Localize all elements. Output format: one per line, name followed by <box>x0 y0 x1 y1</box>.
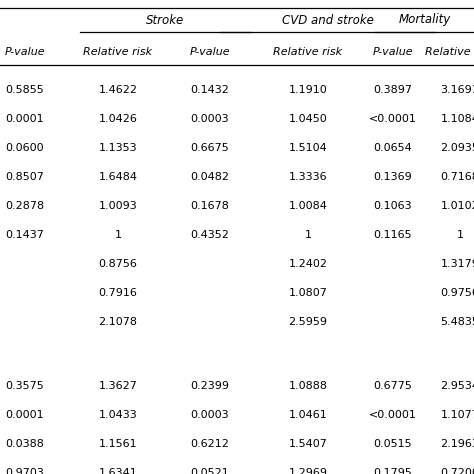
Text: 1.6484: 1.6484 <box>99 172 137 182</box>
Text: 1.5104: 1.5104 <box>289 143 328 153</box>
Text: 1.3179: 1.3179 <box>440 259 474 269</box>
Text: Stroke: Stroke <box>146 13 184 27</box>
Text: 2.9534: 2.9534 <box>440 381 474 391</box>
Text: 1.0426: 1.0426 <box>99 114 137 124</box>
Text: 0.0600: 0.0600 <box>6 143 44 153</box>
Text: 0.8756: 0.8756 <box>99 259 137 269</box>
Text: 0.1369: 0.1369 <box>374 172 412 182</box>
Text: 1.1084: 1.1084 <box>440 114 474 124</box>
Text: 1.6341: 1.6341 <box>99 468 137 474</box>
Text: 1.0093: 1.0093 <box>99 201 137 211</box>
Text: 0.0001: 0.0001 <box>6 410 44 420</box>
Text: 0.7168: 0.7168 <box>440 172 474 182</box>
Text: 1.0888: 1.0888 <box>289 381 328 391</box>
Text: 1.0102: 1.0102 <box>441 201 474 211</box>
Text: 0.5855: 0.5855 <box>6 85 45 95</box>
Text: 0.1432: 0.1432 <box>191 85 229 95</box>
Text: 0.1678: 0.1678 <box>191 201 229 211</box>
Text: 0.3575: 0.3575 <box>6 381 45 391</box>
Text: P-value: P-value <box>5 47 46 57</box>
Text: 0.2878: 0.2878 <box>5 201 45 211</box>
Text: 5.4835: 5.4835 <box>440 317 474 327</box>
Text: 0.6212: 0.6212 <box>191 439 229 449</box>
Text: 2.1078: 2.1078 <box>99 317 137 327</box>
Text: 0.3897: 0.3897 <box>374 85 412 95</box>
Text: 0.1063: 0.1063 <box>374 201 412 211</box>
Text: 1.0084: 1.0084 <box>289 201 328 211</box>
Text: 0.1165: 0.1165 <box>374 230 412 240</box>
Text: P-value: P-value <box>373 47 413 57</box>
Text: 3.1691: 3.1691 <box>441 85 474 95</box>
Text: 1.2402: 1.2402 <box>289 259 328 269</box>
Text: 0.0001: 0.0001 <box>6 114 44 124</box>
Text: 2.1963: 2.1963 <box>440 439 474 449</box>
Text: Relative risk: Relative risk <box>273 47 343 57</box>
Text: Relative risk: Relative risk <box>426 47 474 57</box>
Text: 1.1561: 1.1561 <box>99 439 137 449</box>
Text: 1.1910: 1.1910 <box>289 85 328 95</box>
Text: 1.2969: 1.2969 <box>289 468 328 474</box>
Text: 1.1353: 1.1353 <box>99 143 137 153</box>
Text: 1.1077: 1.1077 <box>440 410 474 420</box>
Text: 1: 1 <box>456 230 464 240</box>
Text: 0.1795: 0.1795 <box>374 468 412 474</box>
Text: Relative risk: Relative risk <box>83 47 153 57</box>
Text: 1.0807: 1.0807 <box>289 288 328 298</box>
Text: 0.0388: 0.0388 <box>6 439 45 449</box>
Text: 0.0654: 0.0654 <box>374 143 412 153</box>
Text: <0.0001: <0.0001 <box>369 410 417 420</box>
Text: 0.9756: 0.9756 <box>440 288 474 298</box>
Text: 0.0521: 0.0521 <box>191 468 229 474</box>
Text: 1.0461: 1.0461 <box>289 410 328 420</box>
Text: <0.0001: <0.0001 <box>369 114 417 124</box>
Text: 0.2399: 0.2399 <box>191 381 229 391</box>
Text: 0.7200: 0.7200 <box>440 468 474 474</box>
Text: 0.0515: 0.0515 <box>374 439 412 449</box>
Text: 0.0482: 0.0482 <box>191 172 229 182</box>
Text: CVD and stroke: CVD and stroke <box>282 13 374 27</box>
Text: 0.7916: 0.7916 <box>99 288 137 298</box>
Text: 1.3627: 1.3627 <box>99 381 137 391</box>
Text: 1.0433: 1.0433 <box>99 410 137 420</box>
Text: 1.3336: 1.3336 <box>289 172 328 182</box>
Text: 2.0935: 2.0935 <box>440 143 474 153</box>
Text: 1.4622: 1.4622 <box>99 85 137 95</box>
Text: 1.5407: 1.5407 <box>289 439 328 449</box>
Text: 0.1437: 0.1437 <box>6 230 45 240</box>
Text: 0.9703: 0.9703 <box>6 468 45 474</box>
Text: 0.6675: 0.6675 <box>191 143 229 153</box>
Text: 0.6775: 0.6775 <box>374 381 412 391</box>
Text: 0.0003: 0.0003 <box>191 114 229 124</box>
Text: 1: 1 <box>304 230 311 240</box>
Text: 0.0003: 0.0003 <box>191 410 229 420</box>
Text: 1: 1 <box>115 230 121 240</box>
Text: 1.0450: 1.0450 <box>289 114 328 124</box>
Text: P-value: P-value <box>190 47 230 57</box>
Text: 0.4352: 0.4352 <box>191 230 229 240</box>
Text: Mortality: Mortality <box>398 13 451 27</box>
Text: 2.5959: 2.5959 <box>289 317 328 327</box>
Text: 0.8507: 0.8507 <box>6 172 45 182</box>
